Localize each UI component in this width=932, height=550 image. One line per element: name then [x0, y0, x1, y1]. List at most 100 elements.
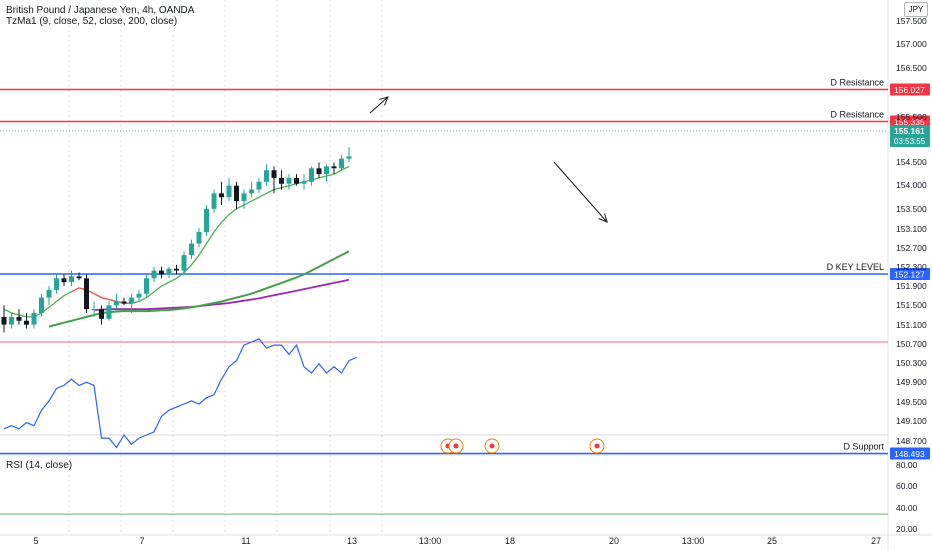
x-axis-tick-label: 13	[347, 536, 357, 546]
candle-body	[91, 309, 97, 311]
candle-body	[226, 185, 232, 198]
candle-body	[174, 268, 179, 271]
y-axis-tick-label: 153.100	[896, 224, 927, 234]
y-axis-tick-label: 153.500	[896, 204, 927, 214]
candle-body	[324, 166, 329, 175]
candle	[241, 189, 247, 209]
level-price-tag-label: 152.127	[894, 270, 925, 280]
candle-body	[136, 293, 142, 298]
candle	[189, 239, 194, 259]
level-price-tag	[890, 83, 930, 96]
candle-body	[121, 301, 127, 304]
y-axis-tick-label: 151.100	[896, 320, 927, 330]
candle-body	[106, 305, 112, 319]
candle-body	[309, 168, 314, 182]
event-marker-icon	[484, 438, 500, 454]
candle-body	[181, 255, 187, 271]
candle-body	[84, 278, 89, 310]
y-axis-tick-label: 149.500	[896, 397, 927, 407]
arrow-down-annotation	[553, 161, 608, 223]
candle	[69, 270, 74, 287]
candle-body	[189, 243, 194, 256]
candle	[256, 177, 262, 194]
x-axis-tick-label: 5	[33, 536, 38, 546]
event-marker-dot	[453, 443, 459, 449]
candle-body	[346, 156, 352, 159]
event-marker-icon	[448, 438, 464, 454]
candle	[99, 305, 104, 325]
candle	[264, 164, 269, 186]
event-marker-icon	[589, 438, 605, 454]
candle-body	[316, 168, 322, 175]
level-price-tag-label: 148.493	[894, 449, 925, 459]
rsi-axis-tick-label: 60.00	[896, 481, 918, 491]
candle	[204, 204, 209, 236]
event-marker-dot	[594, 443, 600, 449]
level-label: D KEY LEVEL	[827, 262, 884, 272]
y-axis-tick-label: 154.000	[896, 180, 927, 190]
candle-body	[46, 289, 52, 298]
candle-body	[99, 309, 104, 319]
y-axis-tick-label: 152.700	[896, 243, 927, 253]
rsi-line	[3, 338, 357, 449]
candle	[121, 297, 127, 306]
candle	[181, 251, 187, 275]
ma-slow-line	[93, 278, 350, 311]
arrow-down-annotation-head	[598, 213, 608, 223]
candle-body	[166, 268, 172, 275]
candle-body	[39, 297, 44, 314]
candle	[159, 266, 164, 279]
y-axis-tick-label: 148.700	[896, 436, 927, 446]
candle	[106, 301, 112, 321]
x-axis-tick-label: 7	[139, 536, 144, 546]
candle	[271, 166, 277, 194]
candle	[166, 266, 172, 279]
candle	[301, 174, 307, 190]
candle	[316, 162, 322, 178]
y-axis-tick-label: 149.900	[896, 377, 927, 387]
y-axis-tick-label: 150.300	[896, 358, 927, 368]
candle	[219, 181, 224, 205]
candle-body	[249, 189, 254, 194]
y-axis-tick-label: 157.000	[896, 39, 927, 49]
candle-body	[234, 185, 239, 202]
candle	[226, 177, 232, 202]
ma-fast-line	[3, 165, 350, 318]
candle	[286, 174, 292, 190]
candle	[84, 274, 89, 314]
candle-body	[16, 316, 22, 321]
candle-body	[219, 193, 224, 198]
rsi-axis-tick-label: 80.00	[896, 460, 918, 470]
candle	[54, 274, 59, 294]
candle	[129, 293, 134, 314]
x-axis-tick-label: 11	[241, 536, 250, 546]
level-price-tag	[890, 115, 930, 128]
candle-body	[114, 301, 119, 306]
candle-body	[54, 278, 59, 290]
candle	[339, 154, 344, 171]
candle	[279, 170, 284, 190]
y-axis-tick-label: 151.900	[896, 281, 927, 291]
level-label: D Support	[843, 442, 884, 452]
rsi-axis-tick-label: 20.00	[896, 524, 918, 534]
candle	[249, 181, 254, 198]
candle	[91, 301, 97, 317]
candle-body	[241, 193, 247, 202]
candle	[16, 309, 22, 325]
y-axis-tick-label: 154.500	[896, 157, 927, 167]
x-axis-tick-label: 25	[767, 536, 777, 546]
candle	[31, 309, 37, 329]
candle	[46, 286, 52, 306]
candle-body	[271, 170, 277, 178]
candle-body	[294, 177, 299, 184]
indicator-legend: TzMa1 (9, close, 52, close, 200, close)	[6, 16, 178, 27]
candle	[331, 162, 337, 175]
candle-body	[24, 320, 29, 325]
candle-body	[339, 158, 344, 169]
candle-body	[69, 276, 74, 283]
currency-button[interactable]: JPY	[904, 2, 928, 17]
level-price-tag	[890, 447, 930, 460]
candle-body	[286, 177, 292, 184]
rsi-legend: RSI (14, close)	[6, 460, 73, 471]
